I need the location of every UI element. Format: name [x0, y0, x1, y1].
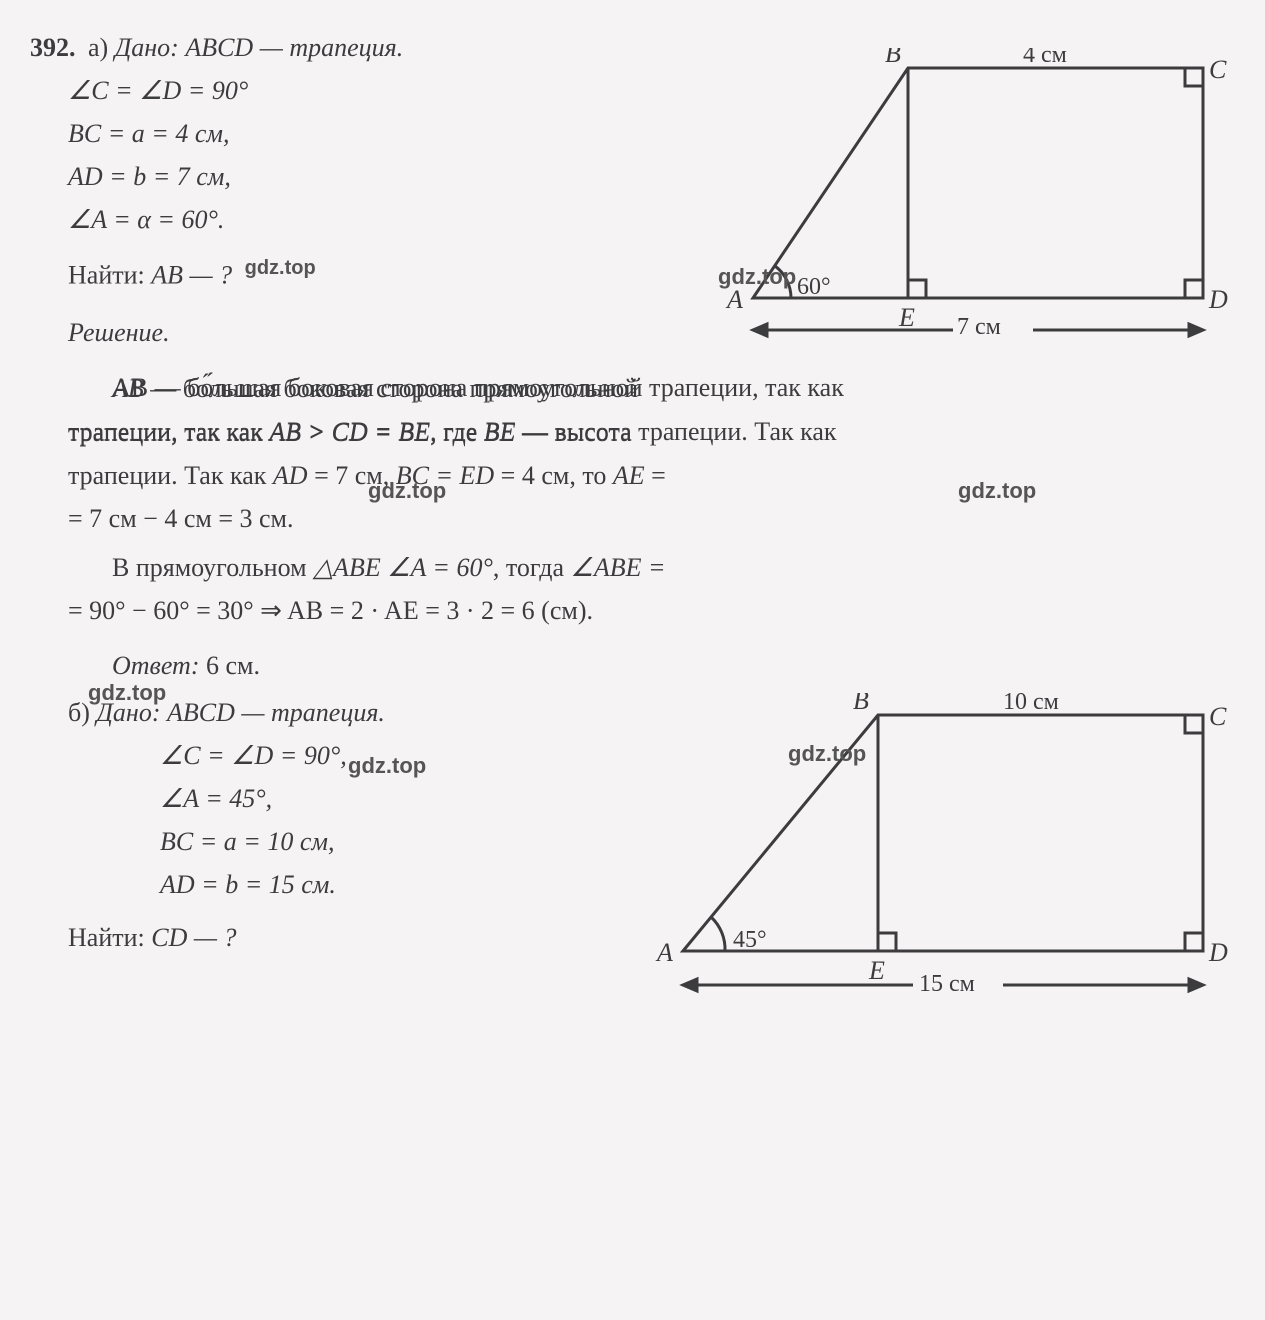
svg-text:D: D: [1208, 938, 1228, 967]
watermark: gdz.top: [788, 737, 866, 770]
figure-a: A B C D E 4 см 60° 7 см: [713, 48, 1233, 348]
svg-text:E: E: [898, 303, 915, 332]
svg-text:45°: 45°: [733, 927, 767, 953]
watermark: gdz.top: [958, 474, 1036, 507]
answer: Ответ: 6 см.: [68, 646, 1233, 685]
svg-text:C: C: [1209, 702, 1227, 731]
sol-p2-end: = 90° − 60° = 30° ⇒ AB = 2 · AE = 3 · 2 …: [68, 591, 1233, 630]
svg-text:10 см: 10 см: [1003, 693, 1059, 715]
svg-text:B: B: [853, 693, 869, 715]
part-b-block: A B C D E 10 см 45° 15 см gdz.top gdz.to…: [68, 693, 1233, 1033]
svg-text:7 см: 7 см: [957, 314, 1001, 340]
part-a-given-block: A B C D E 4 см 60° 7 см gdz.top 392. а) …: [68, 28, 1233, 368]
watermark: gdz.top: [368, 474, 446, 507]
watermark: gdz.top: [348, 749, 426, 782]
svg-text:A: A: [655, 938, 673, 967]
svg-text:C: C: [1209, 55, 1227, 84]
svg-text:15 см: 15 см: [919, 971, 975, 997]
sol-p2: В прямоугольном △ABE ∠A = 60°, тогда ∠AB…: [68, 548, 1233, 587]
figure-b: A B C D E 10 см 45° 15 см: [653, 693, 1233, 1003]
svg-text:E: E: [868, 956, 885, 985]
svg-text:B: B: [885, 48, 901, 68]
solution-body: AB — бо́льшая боковая сторона прямоуголь…: [68, 368, 1233, 685]
find-line: Найти: AB — ? gdz.top: [68, 253, 1233, 295]
watermark: gdz.top: [245, 257, 316, 279]
sol-p1-end: = 7 см − 4 см = 3 см.: [68, 499, 1233, 538]
svg-text:4 см: 4 см: [1023, 48, 1067, 68]
